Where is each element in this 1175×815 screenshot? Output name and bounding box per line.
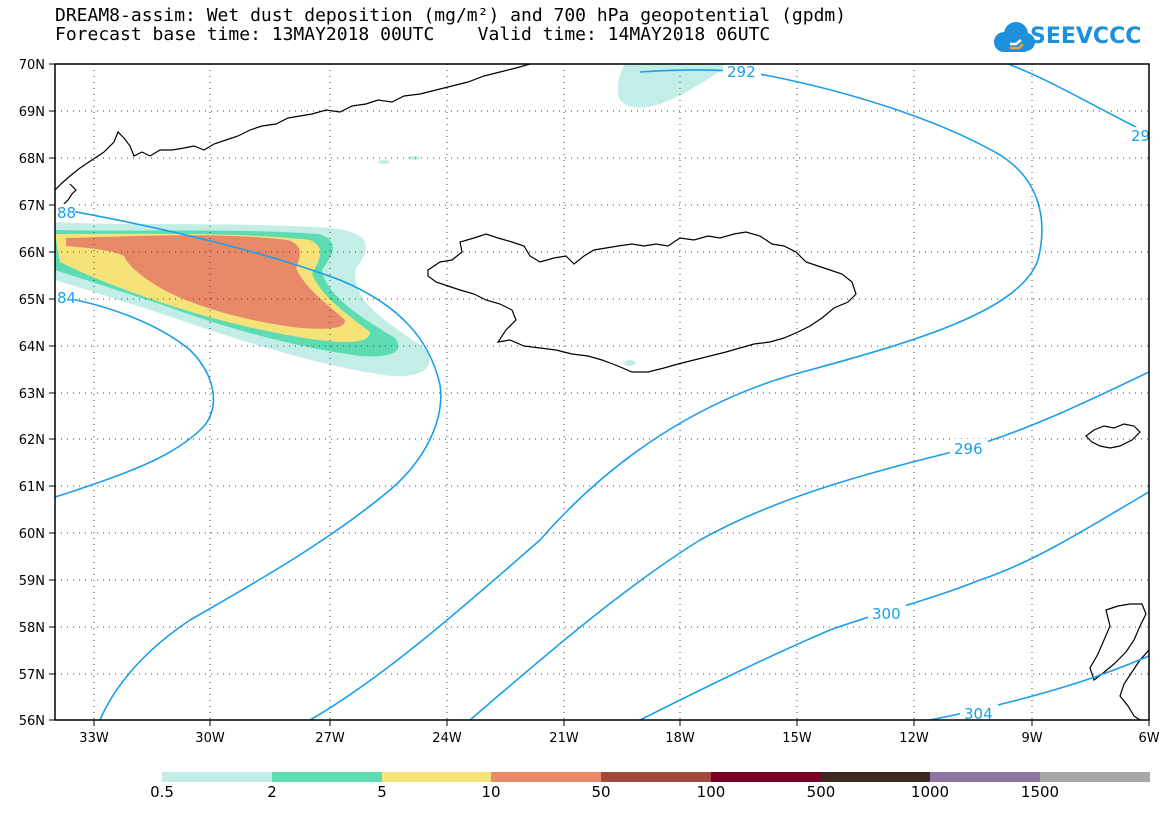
faroe-coast <box>1085 423 1141 449</box>
map-subtitle: Forecast base time: 13MAY2018 00UTC Vali… <box>55 24 771 45</box>
legend-label: 5 <box>377 783 387 801</box>
lat-label: 63N <box>19 387 45 402</box>
legend-label: 10 <box>481 783 501 801</box>
lat-label: 60N <box>19 527 45 542</box>
dust-0.5-patch-north <box>617 64 730 108</box>
legend-swatch <box>381 772 492 782</box>
tick-marks <box>49 63 1150 726</box>
legend-label: 500 <box>806 783 836 801</box>
geopotential-contours <box>55 64 1149 720</box>
lat-label: 64N <box>19 340 45 355</box>
lat-label: 61N <box>19 480 45 495</box>
legend-label: 100 <box>696 783 726 801</box>
contour-labels: 292 296 300 304 88 84 29 <box>55 63 1150 723</box>
legend-swatch <box>820 772 931 782</box>
contour-296 <box>469 371 1149 720</box>
lon-label: 21W <box>549 731 579 746</box>
lat-label: 69N <box>19 105 45 120</box>
map-title: DREAM8-assim: Wet dust deposition (mg/m²… <box>55 5 847 26</box>
contour-label-284: 84 <box>57 289 76 307</box>
greenland-coast <box>55 64 531 191</box>
contour-292-ne <box>1007 64 1149 135</box>
lat-label: 56N <box>19 714 45 729</box>
lon-label: 27W <box>315 731 345 746</box>
legend-swatch <box>271 772 382 782</box>
lon-label: 30W <box>195 731 225 746</box>
legend-swatch <box>491 772 602 782</box>
legend-label: 50 <box>591 783 611 801</box>
legend-label: 1000 <box>910 783 950 801</box>
lon-label: 33W <box>79 731 109 746</box>
iceland-coast <box>427 231 857 373</box>
scotland-coast <box>1119 649 1149 720</box>
lat-label: 58N <box>19 621 45 636</box>
color-legend <box>162 772 1151 782</box>
lat-label: 68N <box>19 152 45 167</box>
lat-label: 67N <box>19 199 45 214</box>
map-grid <box>55 64 1149 720</box>
lat-label: 70N <box>19 58 45 73</box>
legend-swatch <box>1040 772 1151 782</box>
contour-292 <box>309 69 1043 720</box>
dust-deposition-shading <box>55 64 730 377</box>
contour-label-304: 304 <box>964 705 993 723</box>
dust-0.5-speck-3 <box>624 360 636 366</box>
legend-swatch <box>710 772 821 782</box>
lat-label: 59N <box>19 574 45 589</box>
lat-label: 57N <box>19 668 45 683</box>
latitude-labels: 70N 69N 68N 67N 66N 65N 64N 63N 62N 61N … <box>19 58 45 729</box>
lon-label: 24W <box>432 731 462 746</box>
cloud-logo-icon <box>994 22 1035 52</box>
lon-label: 15W <box>782 731 812 746</box>
contour-288 <box>55 207 442 720</box>
contour-label-288: 88 <box>57 204 76 222</box>
legend-label: 0.5 <box>150 783 174 801</box>
legend-label: 2 <box>267 783 277 801</box>
lon-label: 9W <box>1021 731 1042 746</box>
map-frame <box>54 63 1150 721</box>
legend-swatch <box>162 772 272 782</box>
legend-label: 1500 <box>1020 783 1060 801</box>
contour-label-300: 300 <box>872 605 901 623</box>
logo-text: SEEVCCC <box>1030 24 1142 49</box>
lat-label: 65N <box>19 293 45 308</box>
contour-label-296: 296 <box>954 440 983 458</box>
legend-swatch <box>930 772 1041 782</box>
lon-label: 12W <box>899 731 929 746</box>
legend-swatch <box>601 772 711 782</box>
contour-label-292: 292 <box>727 63 756 81</box>
lon-label: 6W <box>1138 731 1159 746</box>
lat-label: 62N <box>19 433 45 448</box>
lon-label: 18W <box>665 731 695 746</box>
longitude-labels: 33W 30W 27W 24W 21W 18W 15W 12W 9W 6W <box>79 731 1159 746</box>
dust-0.5-speck-2 <box>408 156 420 160</box>
coastlines <box>55 64 1149 720</box>
contour-284 <box>55 295 215 498</box>
shetland-coast <box>1089 603 1147 681</box>
dust-0.5-speck-1 <box>378 160 390 164</box>
lat-label: 66N <box>19 246 45 261</box>
contour-label-292-edge: 29 <box>1131 127 1150 145</box>
